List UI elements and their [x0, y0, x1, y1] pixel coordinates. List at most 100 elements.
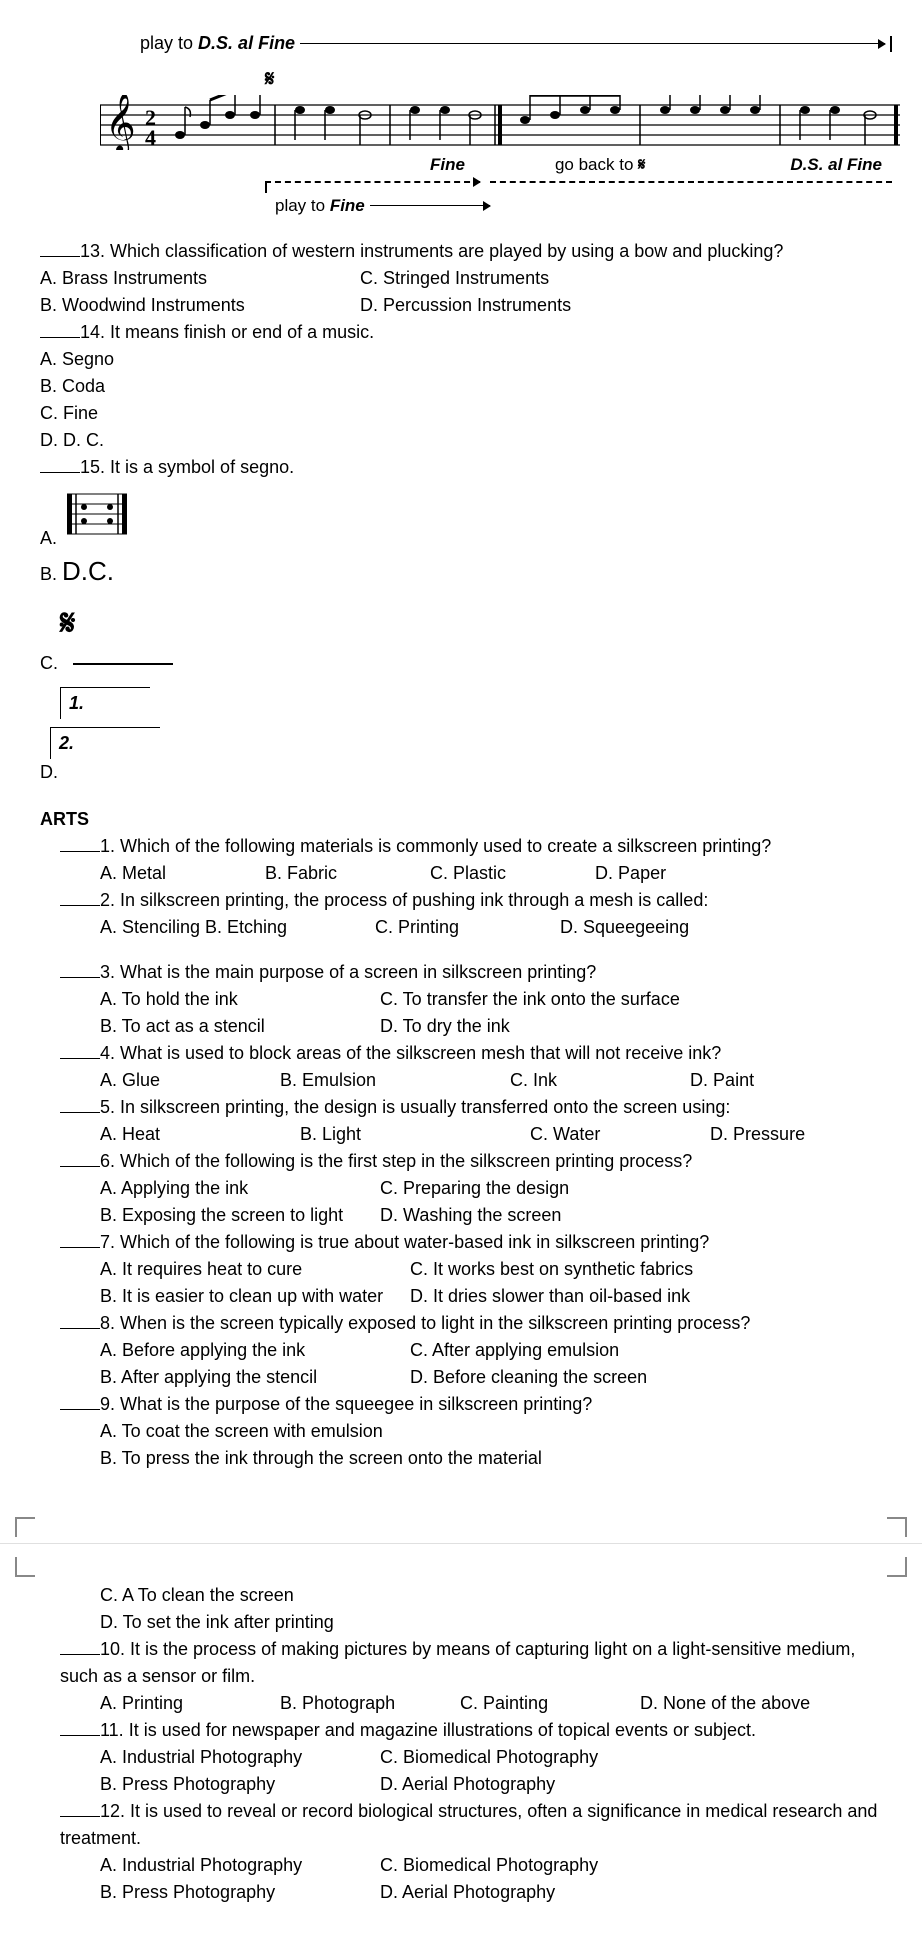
arts-q4-b: B. Emulsion: [280, 1067, 505, 1094]
play-fine-label: play to Fine: [275, 193, 365, 219]
q13-text: 13. Which classification of western inst…: [80, 241, 783, 261]
arts-q4-text: 4. What is used to block areas of the si…: [100, 1043, 721, 1063]
arts-q2-text: 2. In silkscreen printing, the process o…: [100, 890, 708, 910]
q14-option-c: C. Fine: [40, 400, 892, 427]
arts-q7-c: C. It works best on synthetic fabrics: [410, 1256, 693, 1283]
dashed-line: [490, 181, 892, 183]
q15-option-a-row: A.: [40, 489, 892, 552]
arts-q8: 8. When is the screen typically exposed …: [60, 1310, 892, 1337]
arts-q3-c: C. To transfer the ink onto the surface: [380, 986, 680, 1013]
arts-q9: 9. What is the purpose of the squeegee i…: [60, 1391, 892, 1418]
arts-q5-text: 5. In silkscreen printing, the design is…: [100, 1097, 730, 1117]
arts-q7-a: A. It requires heat to cure: [100, 1256, 410, 1283]
arts-q12-b: B. Press Photography: [100, 1879, 380, 1906]
play-fine-bracket: [265, 181, 480, 193]
arrow-end: [890, 36, 892, 52]
arts-q5-options: A. Heat B. Light C. Water D. Pressure: [100, 1121, 892, 1148]
arts-q4-a: A. Glue: [100, 1067, 275, 1094]
arts-q8-b: B. After applying the stencil: [100, 1364, 410, 1391]
answer-blank: [60, 1409, 100, 1410]
arts-q6-b: B. Exposing the screen to light: [100, 1202, 380, 1229]
arts-q10-d: D. None of the above: [640, 1690, 810, 1717]
arts-q7-d: D. It dries slower than oil-based ink: [410, 1283, 693, 1310]
arts-q5-d: D. Pressure: [710, 1121, 805, 1148]
q15-option-d-row: 1. 2. D.: [40, 687, 892, 786]
arts-q4-c: C. Ink: [510, 1067, 685, 1094]
arts-q10-a: A. Printing: [100, 1690, 275, 1717]
play-fine-row: play to Fine: [275, 193, 892, 219]
answer-blank: [60, 1112, 100, 1113]
answer-blank: [60, 1328, 100, 1329]
arts-q2-options: A. StencilingB. Etching C. Printing D. S…: [100, 914, 892, 941]
underline: [73, 663, 173, 665]
arts-q3: 3. What is the main purpose of a screen …: [60, 959, 892, 986]
arts-q12: 12. It is used to reveal or record biolo…: [60, 1798, 892, 1852]
arts-q9-text: 9. What is the purpose of the squeegee i…: [100, 1394, 592, 1414]
bottom-arrow-row: [100, 181, 892, 193]
arts-q3-a: A. To hold the ink: [100, 986, 380, 1013]
arts-q1-a: A. Metal: [100, 860, 260, 887]
answer-blank: [60, 1166, 100, 1167]
answer-blank: [60, 905, 100, 906]
arts-q9-options-cd: C. A To clean the screen D. To set the i…: [100, 1582, 892, 1636]
arts-q3-b: B. To act as a stencil: [100, 1013, 380, 1040]
arts-q9-b: B. To press the ink through the screen o…: [100, 1445, 892, 1472]
arts-q7-b: B. It is easier to clean up with water: [100, 1283, 410, 1310]
q15-b-text: D.C.: [62, 556, 114, 586]
crop-corner-icon: [887, 1517, 907, 1537]
q14-options: A. Segno B. Coda C. Fine D. D. C.: [40, 346, 892, 454]
answer-blank: [60, 1735, 100, 1736]
answer-blank: [60, 1654, 100, 1655]
arts-q6-c: C. Preparing the design: [380, 1175, 569, 1202]
arts-q11-b: B. Press Photography: [100, 1771, 380, 1798]
arts-q2-b: B. Etching: [205, 914, 370, 941]
arts-q8-c: C. After applying emulsion: [410, 1337, 647, 1364]
question-14: 14. It means finish or end of a music.: [40, 319, 892, 346]
arts-q11-text: 11. It is used for newspaper and magazin…: [100, 1720, 756, 1740]
arts-q10: 10. It is the process of making pictures…: [60, 1636, 892, 1690]
arts-q6-a: A. Applying the ink: [100, 1175, 380, 1202]
arts-q4-options: A. Glue B. Emulsion C. Ink D. Paint: [100, 1067, 892, 1094]
arts-q11-options: A. Industrial PhotographyB. Press Photog…: [100, 1744, 892, 1798]
arts-q2-c: C. Printing: [375, 914, 555, 941]
answer-blank: [40, 337, 80, 338]
arts-q1-b: B. Fabric: [265, 860, 425, 887]
q15-options: A. B. D.C. 𝄋 C.: [40, 489, 892, 786]
q13-option-c: C. Stringed Instruments: [360, 265, 571, 292]
arts-q5-a: A. Heat: [100, 1121, 295, 1148]
arts-q10-b: B. Photograph: [280, 1690, 455, 1717]
fine-label: Fine: [430, 152, 465, 178]
arts-section-title: ARTS: [40, 806, 892, 833]
top-arrow-row: play to D.S. al Fine: [100, 30, 892, 57]
section-divider: [0, 1543, 922, 1544]
q15-text: 15. It is a symbol of segno.: [80, 457, 294, 477]
arts-q12-d: D. Aerial Photography: [380, 1879, 598, 1906]
q13-option-b: B. Woodwind Instruments: [40, 292, 360, 319]
volta-1-icon: 1.: [60, 687, 150, 719]
arts-q5-b: B. Light: [300, 1121, 525, 1148]
arts-q1: 1. Which of the following materials is c…: [60, 833, 892, 860]
arts-q2-d: D. Squeegeeing: [560, 914, 689, 941]
goback-label: go back to 𝄋: [555, 152, 645, 178]
arts-q11-a: A. Industrial Photography: [100, 1744, 380, 1771]
arts-q1-options: A. Metal B. Fabric C. Plastic D. Paper: [100, 860, 892, 887]
q15-option-c-row: 𝄋 C.: [40, 596, 892, 677]
music-notation-diagram: play to D.S. al Fine 𝄋 𝄞 2 4: [30, 30, 892, 218]
page-break-gap: [30, 1472, 892, 1582]
arts-q4-d: D. Paint: [690, 1067, 754, 1094]
q14-option-d: D. D. C.: [40, 427, 892, 454]
q13-option-d: D. Percussion Instruments: [360, 292, 571, 319]
q15-option-a: A.: [40, 528, 57, 548]
arts-q3-text: 3. What is the main purpose of a screen …: [100, 962, 596, 982]
arts-q10-options: A. Printing B. Photograph C. Painting D.…: [100, 1690, 892, 1717]
svg-text:𝄞: 𝄞: [105, 95, 136, 150]
q14-option-a: A. Segno: [40, 346, 892, 373]
arts-q6-d: D. Washing the screen: [380, 1202, 569, 1229]
arts-q7: 7. Which of the following is true about …: [60, 1229, 892, 1256]
arts-q5-c: C. Water: [530, 1121, 705, 1148]
arts-q11-c: C. Biomedical Photography: [380, 1744, 598, 1771]
q13-option-a: A. Brass Instruments: [40, 265, 360, 292]
answer-blank: [40, 472, 80, 473]
arts-q6-text: 6. Which of the following is the first s…: [100, 1151, 692, 1171]
ds-al-fine-label: D.S. al Fine: [790, 152, 882, 178]
